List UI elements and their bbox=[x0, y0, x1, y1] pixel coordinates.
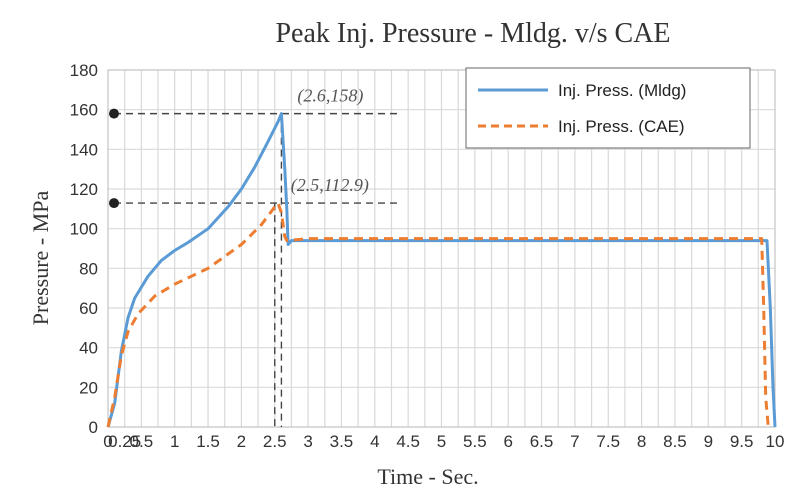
x-tick-label: 5.5 bbox=[463, 432, 487, 451]
x-tick-label: 9 bbox=[704, 432, 713, 451]
y-tick-label: 0 bbox=[89, 418, 98, 437]
series-line-1 bbox=[106, 201, 770, 428]
annotation-labels: (2.6,158) (2.5,112.9) bbox=[291, 86, 369, 196]
legend-frame bbox=[465, 67, 751, 149]
x-tick-label: 0 bbox=[103, 432, 112, 451]
y-tick-label: 20 bbox=[79, 378, 98, 397]
plot-area-border bbox=[107, 69, 776, 428]
x-tick-label: 0.25 bbox=[108, 432, 141, 451]
chart-gridlines bbox=[107, 69, 776, 428]
x-tick-label: 1.5 bbox=[196, 432, 220, 451]
x-tick-label: 10 bbox=[766, 432, 785, 451]
x-tick-label: 5 bbox=[437, 432, 446, 451]
y-tick-labels: 0 20 40 60 80 100 120 140 160 180 bbox=[70, 61, 98, 437]
x-tick-label: 1 bbox=[170, 432, 179, 451]
x-tick-label: 2.5 bbox=[263, 432, 287, 451]
chart-legend: Inj. Press. (Mldg) Inj. Press. (CAE) bbox=[465, 67, 751, 149]
x-axis-title: Time - Sec. bbox=[377, 464, 478, 489]
x-tick-label: 8.5 bbox=[663, 432, 687, 451]
x-tick-label: 4.5 bbox=[396, 432, 420, 451]
chart-series bbox=[106, 112, 777, 428]
x-tick-label: 3 bbox=[303, 432, 312, 451]
x-tick-label: 6 bbox=[503, 432, 512, 451]
y-tick-label: 180 bbox=[70, 61, 98, 80]
x-tick-label: 4 bbox=[370, 432, 379, 451]
y-tick-label: 80 bbox=[79, 259, 98, 278]
annotation-marker bbox=[109, 198, 119, 209]
legend-label-cae: Inj. Press. (CAE) bbox=[558, 117, 685, 136]
y-tick-label: 40 bbox=[79, 339, 98, 358]
x-tick-label: 9.5 bbox=[730, 432, 754, 451]
y-tick-label: 140 bbox=[70, 140, 98, 159]
annotation-label: (2.5,112.9) bbox=[291, 175, 369, 196]
y-tick-label: 100 bbox=[70, 220, 98, 239]
annotation-label: (2.6,158) bbox=[297, 86, 363, 107]
x-tick-labels: 00.250.5 1 1.5 2 2.5 3 3.5 4 4.5 5 5.5 6 6.5 7 7.5 8 8.5… bbox=[103, 432, 784, 451]
x-tick-label: 8 bbox=[637, 432, 646, 451]
y-tick-label: 120 bbox=[70, 180, 98, 199]
chart-title: Peak Inj. Pressure - Mldg. v/s CAE bbox=[275, 18, 670, 49]
x-tick-label: 6.5 bbox=[530, 432, 554, 451]
annotation-marker bbox=[109, 108, 119, 119]
legend-label-mldg: Inj. Press. (Mldg) bbox=[558, 81, 686, 100]
x-tick-label: 2 bbox=[237, 432, 246, 451]
series-line-0 bbox=[106, 112, 777, 428]
annotation-guides bbox=[109, 108, 400, 427]
y-tick-label: 60 bbox=[79, 299, 98, 318]
x-tick-label: 7 bbox=[570, 432, 579, 451]
x-tick-label: 0.5 bbox=[130, 432, 154, 451]
x-tick-label: 7.5 bbox=[596, 432, 620, 451]
y-axis-title: Pressure - MPa bbox=[28, 191, 53, 326]
y-tick-label: 160 bbox=[70, 101, 98, 120]
x-tick-label: 3.5 bbox=[330, 432, 354, 451]
